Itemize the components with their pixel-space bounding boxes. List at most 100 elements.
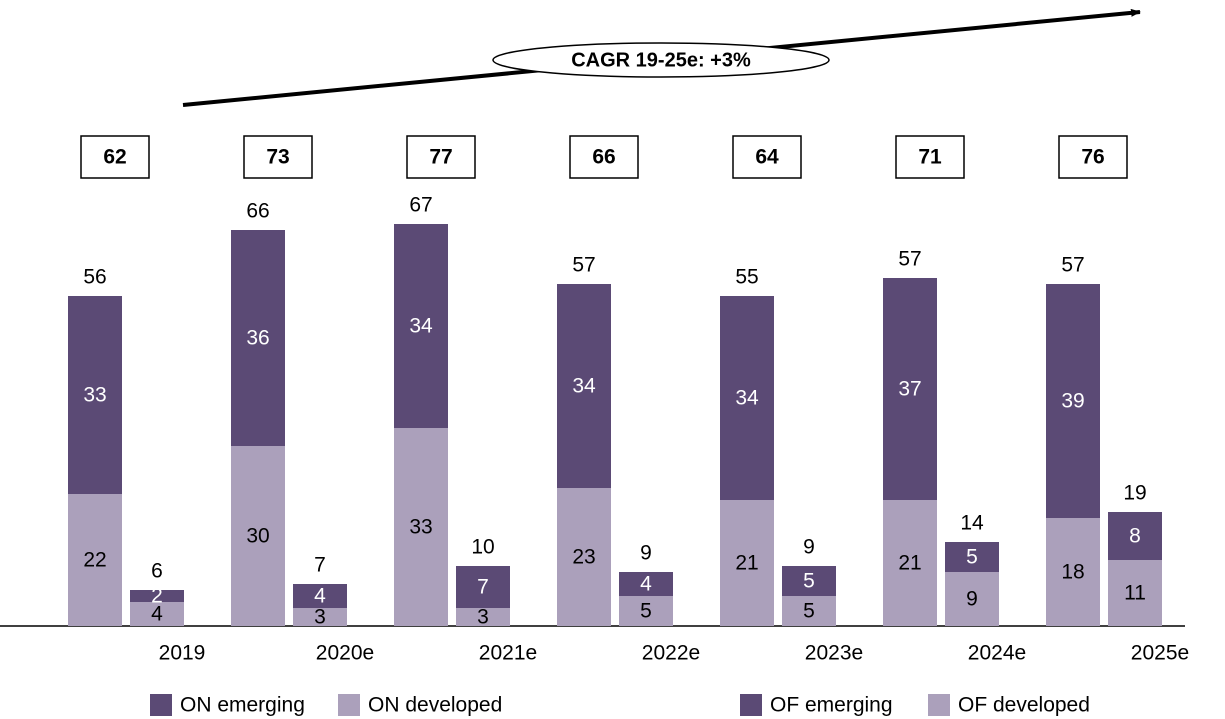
- bar-segment: [883, 500, 937, 626]
- total-label: 67: [409, 194, 432, 217]
- total-label: 19: [1123, 482, 1146, 505]
- value-label: 5: [803, 600, 815, 623]
- value-label: 5: [803, 570, 815, 593]
- bar-segment: [1046, 518, 1100, 626]
- value-label: 22: [83, 549, 106, 572]
- value-label: 34: [735, 387, 759, 410]
- legend-label: ON developed: [368, 694, 502, 717]
- bar-segment: [68, 494, 122, 626]
- value-label: 18: [1061, 561, 1084, 584]
- annotation: CAGR 19-25e: +3%: [571, 49, 751, 71]
- value-label: 4: [151, 603, 163, 626]
- legend-swatch: [740, 694, 762, 716]
- x-tick-label: 2019: [159, 642, 206, 665]
- legend-swatch: [338, 694, 360, 716]
- value-label: 9: [966, 588, 978, 611]
- total-label: 9: [640, 542, 652, 565]
- value-label: 21: [898, 552, 921, 575]
- group-total: 76: [1081, 146, 1104, 169]
- group-total: 66: [592, 146, 615, 169]
- value-label: 3: [314, 606, 326, 629]
- legend-swatch: [150, 694, 172, 716]
- x-tick-label: 2023e: [805, 642, 863, 665]
- total-box: [243, 135, 313, 179]
- bar-segment: [456, 608, 510, 626]
- x-tick-label: 2022e: [642, 642, 700, 665]
- value-label: 5: [966, 546, 978, 569]
- value-label: 21: [735, 552, 758, 575]
- value-label: 4: [314, 585, 326, 608]
- value-label: 2: [151, 585, 163, 608]
- value-label: 8: [1129, 525, 1141, 548]
- bar-segment: [130, 602, 184, 626]
- x-tick-label: 2024e: [968, 642, 1026, 665]
- total-label: 57: [1061, 254, 1084, 277]
- legend-label: OF emerging: [770, 694, 893, 717]
- value-label: 23: [572, 546, 595, 569]
- bar-segment: [619, 572, 673, 596]
- value-label: 30: [246, 525, 269, 548]
- bar-segment: [782, 566, 836, 596]
- value-label: 33: [409, 516, 432, 539]
- total-label: 7: [314, 554, 326, 577]
- value-label: 11: [1124, 582, 1146, 605]
- x-tick-label: 2020e: [316, 642, 374, 665]
- value-label: 3: [477, 606, 489, 629]
- bar-segment: [130, 590, 184, 602]
- bar-segment: [945, 542, 999, 572]
- bar-segment: [231, 230, 285, 446]
- bar-segment: [394, 224, 448, 428]
- bar-segment: [68, 296, 122, 494]
- x-tick-label: 2021e: [479, 642, 537, 665]
- total-label: 9: [803, 536, 815, 559]
- bar-segment: [557, 488, 611, 626]
- bar-segment: [945, 572, 999, 626]
- value-label: 39: [1061, 390, 1084, 413]
- group-total: 71: [918, 146, 942, 169]
- bar-segment: [883, 278, 937, 500]
- total-label: 56: [83, 266, 106, 289]
- total-box: [80, 135, 150, 179]
- group-total: 62: [103, 146, 126, 169]
- bar-segment: [394, 428, 448, 626]
- value-label: 34: [572, 375, 596, 398]
- bar-segment: [557, 284, 611, 488]
- total-label: 55: [735, 266, 758, 289]
- total-box: [895, 135, 965, 179]
- value-label: 5: [640, 600, 652, 623]
- bar-segment: [619, 596, 673, 626]
- bar-segment: [720, 500, 774, 626]
- bar-segment: [293, 608, 347, 626]
- bar-segment: [1108, 560, 1162, 626]
- total-label: 57: [572, 254, 595, 277]
- bar-segment: [456, 566, 510, 608]
- legend-label: ON emerging: [180, 694, 305, 717]
- total-label: 66: [246, 200, 269, 223]
- value-label: 34: [409, 315, 433, 338]
- total-label: 10: [471, 536, 494, 559]
- bar-segment: [231, 446, 285, 626]
- value-label: 36: [246, 327, 269, 350]
- annotation-ellipse: [492, 42, 830, 78]
- total-box: [732, 135, 802, 179]
- value-label: 4: [640, 573, 652, 596]
- total-label: 57: [898, 248, 921, 271]
- value-label: 33: [83, 384, 106, 407]
- group-total: 64: [755, 146, 779, 169]
- total-box: [569, 135, 639, 179]
- bar-segment: [782, 596, 836, 626]
- value-label: 37: [898, 378, 921, 401]
- total-label: 6: [151, 560, 163, 583]
- value-label: 7: [477, 576, 489, 599]
- total-box: [406, 135, 476, 179]
- total-box: [1058, 135, 1128, 179]
- legend-swatch: [928, 694, 950, 716]
- bar-segment: [1046, 284, 1100, 518]
- group-total: 73: [266, 146, 289, 169]
- total-label: 14: [960, 512, 984, 535]
- x-tick-label: 2025e: [1131, 642, 1189, 665]
- bar-segment: [1108, 512, 1162, 560]
- group-total: 77: [429, 146, 452, 169]
- bar-segment: [720, 296, 774, 500]
